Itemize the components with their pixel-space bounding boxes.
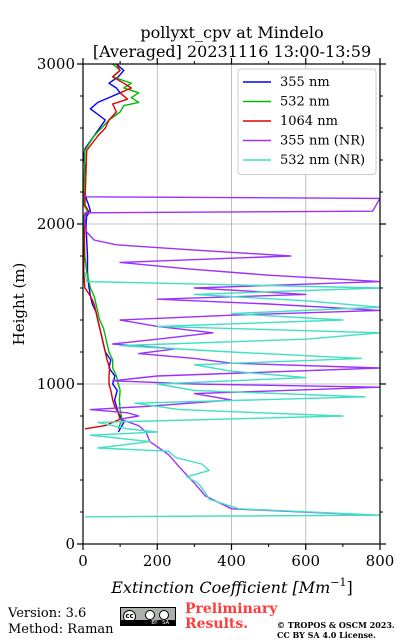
legend-label: 532 nm (NR) <box>280 153 365 168</box>
x-tick-label: 600 <box>291 552 320 570</box>
legend-label: 355 nm (NR) <box>280 134 365 149</box>
x-tick-label: 0 <box>78 552 88 570</box>
preliminary-results-text: Preliminary Results. <box>185 602 277 632</box>
legend-label: 1064 nm <box>280 114 338 129</box>
legend-box <box>237 68 377 175</box>
series-lines <box>83 64 380 518</box>
series-line-2 <box>83 64 132 430</box>
sa-icon <box>159 610 169 620</box>
by-icon <box>145 610 155 620</box>
series-line-1 <box>83 64 140 430</box>
copyright-text: © TROPOS & OSCM 2023. CC BY SA 4.0 Licen… <box>277 620 395 640</box>
x-axis-label-main: Extinction Coefficient [Mm <box>110 578 330 597</box>
x-axis-label-exponent: −1 <box>330 576 346 589</box>
y-tick-label: 2000 <box>37 215 75 233</box>
x-tick-label: 200 <box>143 552 172 570</box>
version-text: Version: 3.6 <box>8 606 87 621</box>
series-line-4 <box>84 271 380 518</box>
y-axis-label: Height (m) <box>10 263 28 346</box>
cc-license-badge[interactable]: cc BY SA <box>120 607 176 626</box>
y-tick-label: 0 <box>65 535 75 553</box>
x-tick-label: 400 <box>217 552 246 570</box>
chart-title-line2: [Averaged] 20231116 13:00-13:59 <box>93 42 371 61</box>
y-tick-label: 1000 <box>37 375 75 393</box>
copyright-line1: © TROPOS & OSCM 2023. <box>277 620 395 630</box>
preliminary-line1: Preliminary <box>185 601 278 617</box>
legend: 355 nm 532 nm 1064 nm 355 nm (NR) 532 nm (NR… <box>237 68 377 175</box>
series-line-3 <box>83 192 380 516</box>
cc-badge-text: BY SA <box>121 620 175 626</box>
chart-title-line1: pollyxt_cpv at Mindelo <box>140 23 323 42</box>
x-axis-label: Extinction Coefficient [Mm−1] <box>110 576 353 597</box>
preliminary-line2: Results. <box>185 616 249 632</box>
legend-label: 355 nm <box>280 75 330 90</box>
method-text: Method: Raman <box>8 622 114 637</box>
copyright-line2: CC BY SA 4.0 License. <box>277 630 376 640</box>
x-tick-label: 800 <box>366 552 395 570</box>
y-tick-label: 3000 <box>37 55 75 73</box>
legend-label: 532 nm <box>280 95 330 110</box>
x-axis-label-end: ] <box>347 578 353 597</box>
series-line-0 <box>83 64 125 433</box>
axis-ticks: 0 200 400 600 800 0 1000 2000 3000 <box>37 55 395 570</box>
extinction-profile-chart: pollyxt_cpv at Mindelo [Averaged] 202311… <box>10 23 395 597</box>
